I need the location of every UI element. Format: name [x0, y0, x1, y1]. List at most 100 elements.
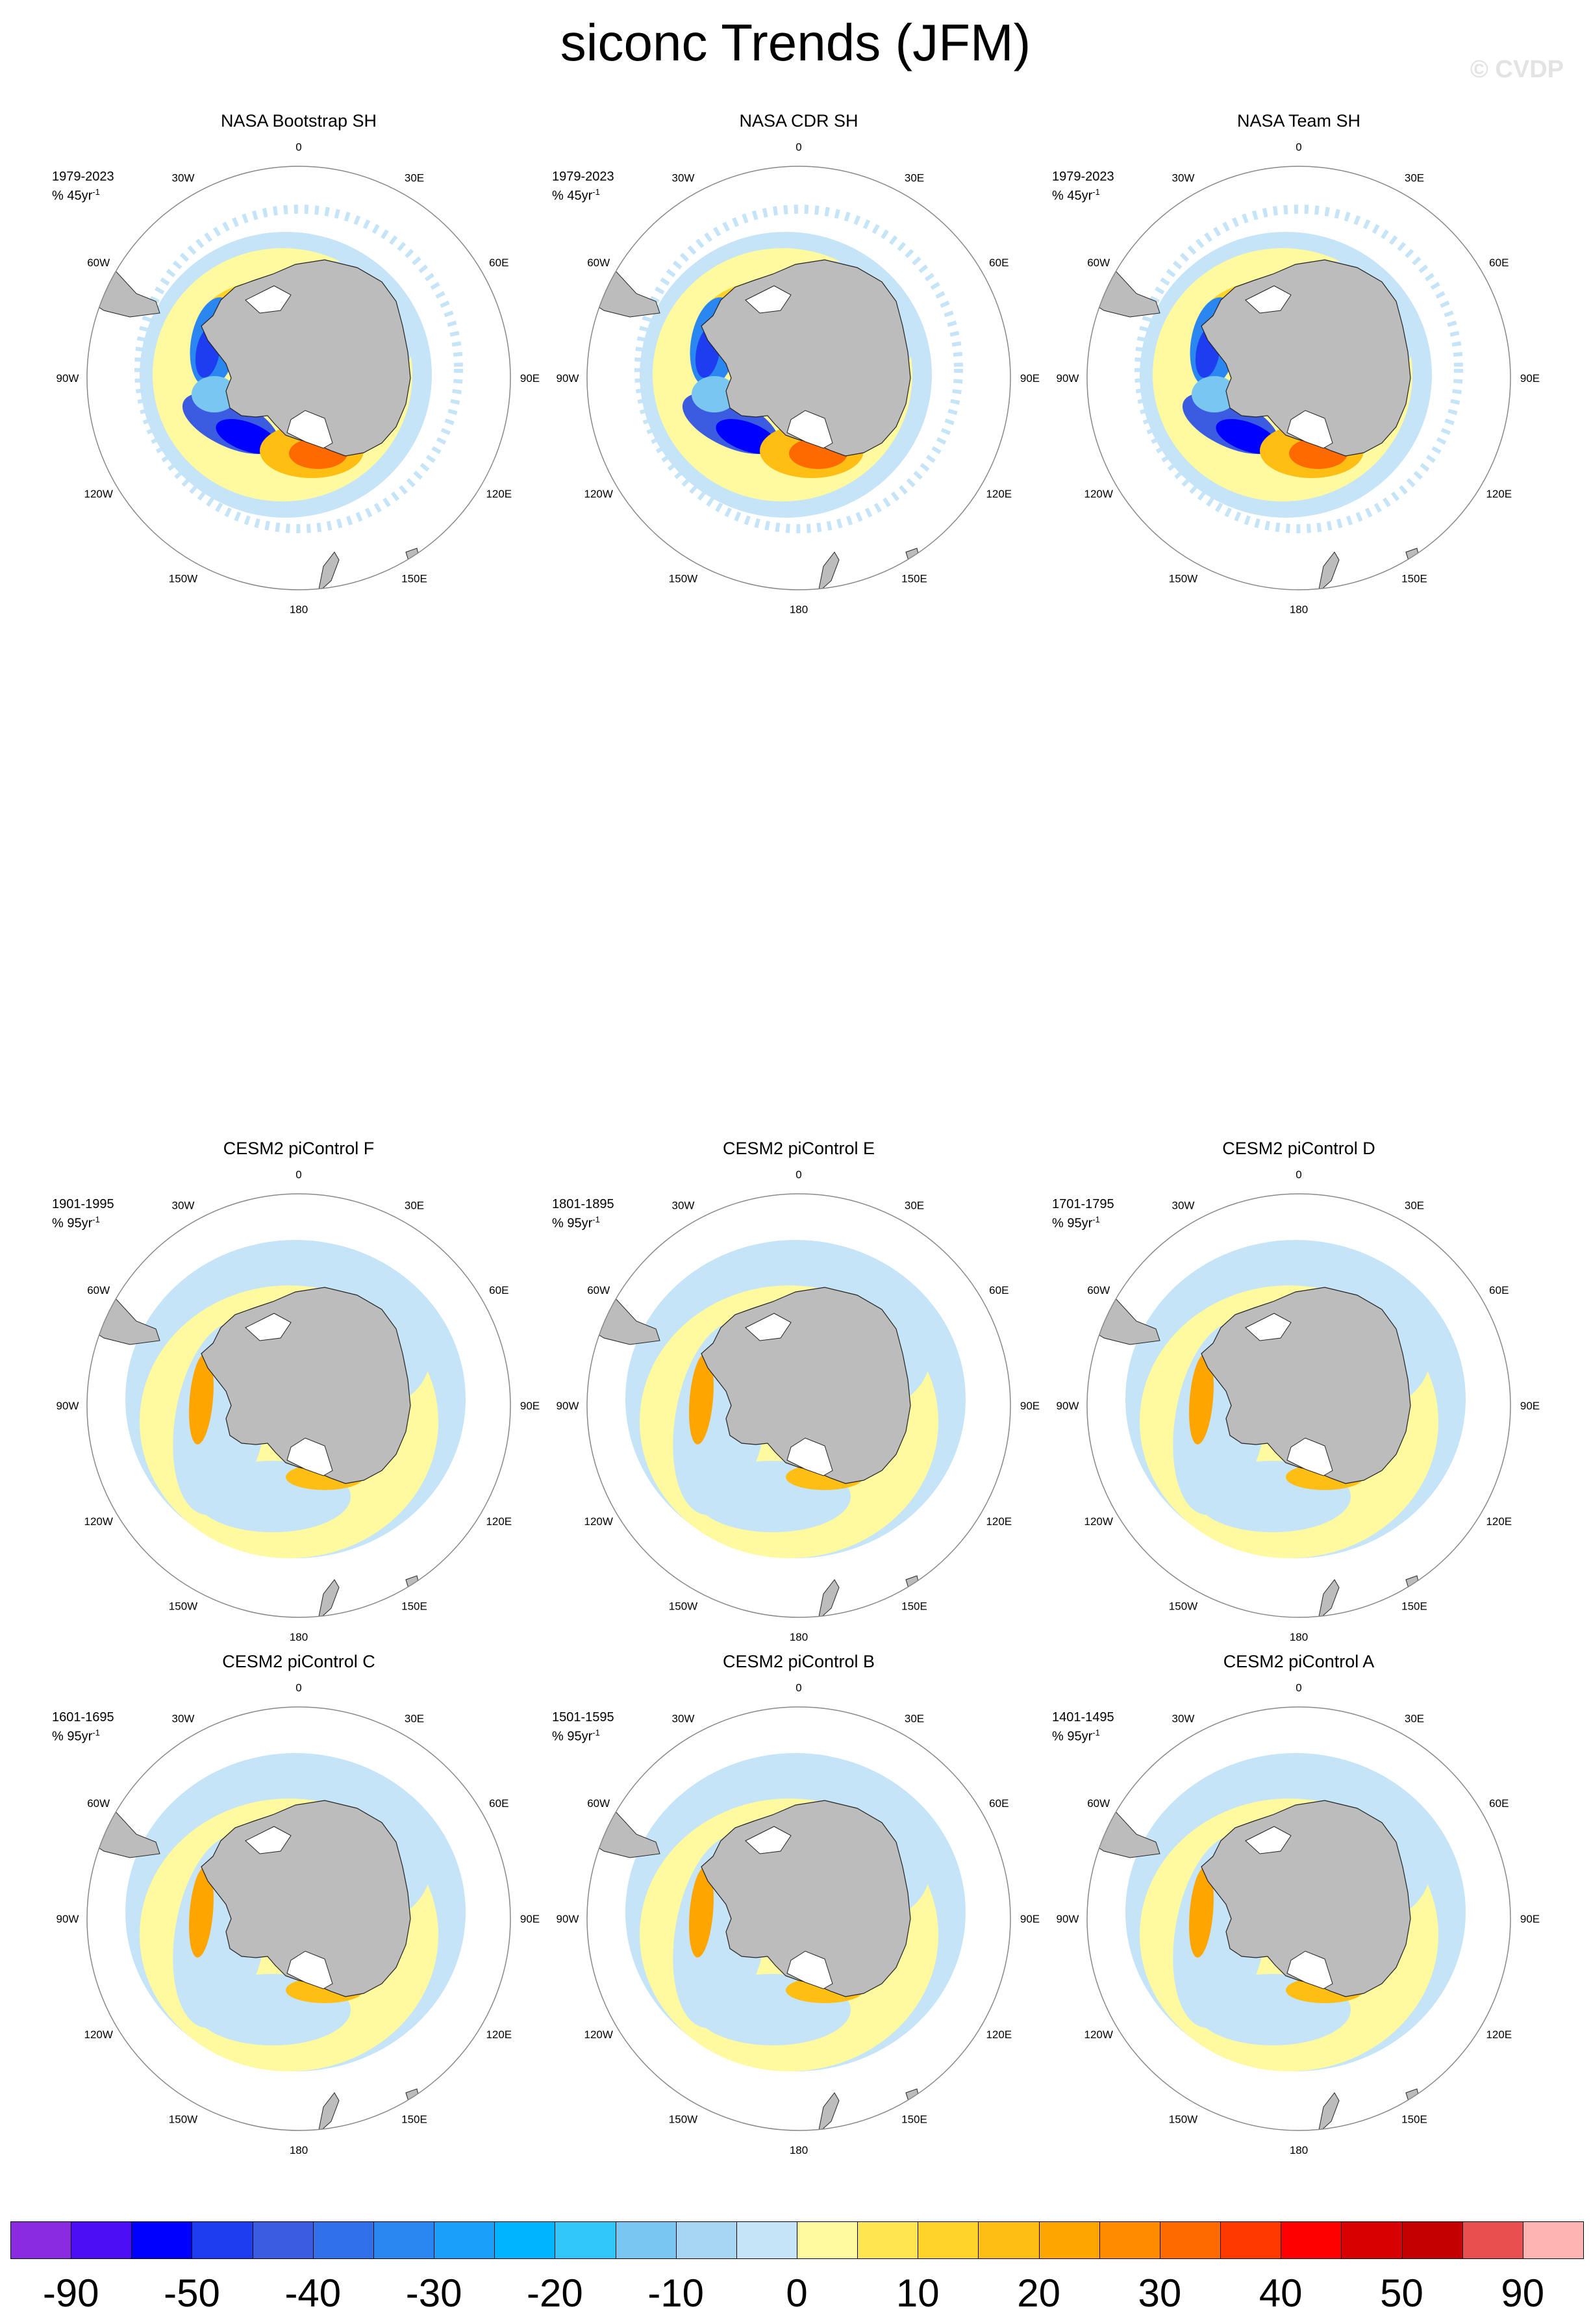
polar-map: 0 30E 60E 90E 120E 150E 180 150W 120W 90W 60W 30W — [1057, 1682, 1540, 2156]
longitude-label: 150W — [669, 572, 697, 585]
longitude-label: 90E — [520, 372, 540, 385]
panel-info: 1979-2023 % 45yr-1 — [52, 169, 114, 204]
panel-title: CESM2 piControl A — [1223, 1652, 1375, 1671]
new-zealand-land — [318, 1579, 340, 1617]
ross-ice-shelf-gap — [786, 1951, 833, 1989]
antarctica-landmass — [201, 1800, 411, 1997]
longitude-label: 60E — [489, 1797, 508, 1810]
unit-exponent: -1 — [592, 187, 600, 197]
trend-field — [1089, 1240, 1466, 1617]
new-zealand-land — [1318, 1579, 1340, 1617]
ross-ice-shelf-gap — [786, 410, 833, 449]
colorbar-swatch — [192, 2221, 253, 2259]
colorbar-label: 0 — [786, 2271, 808, 2315]
colorbar-label: -90 — [42, 2271, 99, 2315]
trend-period: 1501-1595 — [552, 1710, 614, 1724]
unit-exponent: -1 — [1092, 1728, 1100, 1737]
longitude-label: 180 — [1290, 1631, 1308, 1643]
colorbar-swatch — [494, 2221, 556, 2259]
colorbar-label: 50 — [1380, 2271, 1423, 2315]
longitude-label: 60E — [1489, 1797, 1509, 1810]
map-boundary — [586, 1706, 1011, 2131]
map-panel: CESM2 piControl D 0 30E 60E 90E 120E 150E 180 15… — [1052, 1138, 1546, 1643]
longitude-label: 150W — [169, 572, 197, 585]
colorbar-swatch — [1341, 2221, 1403, 2259]
trend-period: 1979-2023 — [552, 170, 614, 184]
ross-ice-shelf-gap — [286, 410, 333, 449]
colorbar-swatch — [131, 2221, 193, 2259]
trend-field — [1089, 1753, 1466, 2130]
longitude-label: 150E — [901, 2113, 927, 2125]
longitude-label: 150E — [1401, 572, 1427, 585]
longitude-label: 30W — [672, 1713, 695, 1725]
longitude-label: 30E — [905, 1713, 924, 1725]
new-zealand-land — [818, 1579, 840, 1617]
longitude-label: 120E — [986, 1515, 1012, 1528]
ice-shelf-gap — [745, 1313, 792, 1341]
panel-info: 1401-1495% 95yr-1 — [1052, 1710, 1114, 1745]
longitude-label: 0 — [295, 1682, 301, 1694]
longitude-label: 180 — [790, 2144, 808, 2156]
map-boundary — [86, 1193, 511, 1618]
panel-title: CESM2 piControl F — [223, 1139, 375, 1158]
longitude-label: 90W — [557, 372, 579, 385]
trend-units-text: % 95yr — [552, 1729, 593, 1744]
colorbar-label: -50 — [164, 2271, 220, 2315]
longitude-label: 30E — [405, 1713, 424, 1725]
amundsen-light-blue — [192, 376, 237, 412]
polar-map: 0 30E 60E 90E 120E 150E 180 150W 120W 90W 60W 30W — [1057, 1168, 1540, 1643]
new-zealand-land — [1318, 2092, 1340, 2130]
sparse-ice-edge — [634, 205, 963, 533]
longitude-label: 90W — [56, 1913, 79, 1925]
trend-units-text: % 45yr — [52, 188, 93, 203]
antarctica-landmass — [201, 259, 411, 457]
trend-period: 1701-1795 — [1052, 1197, 1114, 1211]
longitude-label: 90E — [520, 1400, 540, 1412]
longitude-label: 30W — [1172, 172, 1195, 184]
longitude-label: 60E — [489, 257, 508, 269]
map-boundary — [1086, 1193, 1511, 1618]
new-zealand-land — [318, 2092, 340, 2130]
longitude-label: 60W — [87, 1284, 110, 1296]
orange-patch — [189, 1867, 214, 1958]
longitude-label: 150E — [401, 572, 427, 585]
orange-patch — [1189, 1867, 1214, 1958]
trend-units: % 95yr-1 — [52, 1725, 114, 1745]
longitude-label: 90W — [56, 1400, 79, 1412]
longitude-label: 150E — [1401, 1600, 1427, 1612]
longitude-label: 60W — [1087, 257, 1110, 269]
panel-title: CESM2 piControl D — [1222, 1139, 1375, 1158]
longitude-label: 60W — [1087, 1284, 1110, 1296]
unit-exponent: -1 — [592, 1215, 600, 1224]
colorbar-swatch — [978, 2221, 1040, 2259]
longitude-label: 180 — [290, 1631, 308, 1643]
longitude-label: 90W — [1057, 1913, 1079, 1925]
longitude-label: 120W — [1084, 1515, 1112, 1528]
colorbar-swatch — [71, 2221, 132, 2259]
trend-field — [589, 1753, 966, 2130]
longitude-label: 30W — [172, 172, 195, 184]
longitude-label: 30W — [172, 1713, 195, 1725]
map-boundary — [1086, 1706, 1511, 2131]
map-boundary — [86, 166, 511, 590]
longitude-label: 120E — [1486, 488, 1512, 500]
trend-units: % 95yr-1 — [1052, 1725, 1114, 1745]
unit-exponent: -1 — [92, 187, 100, 197]
longitude-label: 90E — [1520, 1400, 1540, 1412]
panel-info: 1979-2023% 45yr-1 — [1052, 169, 1114, 204]
antarctica-landmass — [1201, 1287, 1411, 1484]
trend-period: 1979-2023 — [52, 170, 114, 184]
longitude-label: 90W — [557, 1400, 579, 1412]
longitude-label: 90E — [1020, 1913, 1040, 1925]
map-boundary — [1086, 166, 1511, 590]
longitude-label: 60W — [587, 1284, 610, 1296]
longitude-label: 120E — [986, 2028, 1012, 2041]
colorbar-label: -40 — [284, 2271, 342, 2315]
amundsen-light-blue — [1192, 376, 1237, 412]
sparse-ice-edge — [134, 205, 463, 533]
longitude-label: 0 — [796, 1168, 801, 1181]
colorbar-swatch — [312, 2221, 374, 2259]
longitude-label: 180 — [1290, 603, 1308, 616]
colorbar-swatch — [615, 2221, 677, 2259]
orange-patch — [189, 1354, 214, 1445]
